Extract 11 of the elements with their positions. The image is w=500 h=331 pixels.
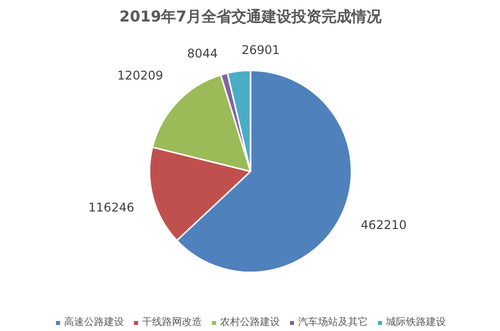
data-label: 462210: [360, 218, 407, 232]
data-label: 8044: [187, 46, 218, 60]
legend-label: 汽车场站及其它: [298, 316, 368, 329]
legend-label: 高速公路建设: [64, 316, 124, 329]
data-label: 116246: [88, 200, 134, 214]
chart-title: 2019年7月全省交通建设投资完成情况: [119, 8, 383, 26]
legend-label: 农村公路建设: [220, 316, 280, 329]
legend-label: 干线路网改造: [142, 316, 202, 329]
data-label: 26901: [242, 42, 280, 57]
data-label: 120209: [117, 68, 164, 83]
legend-label: 城际铁路建设: [386, 316, 446, 329]
